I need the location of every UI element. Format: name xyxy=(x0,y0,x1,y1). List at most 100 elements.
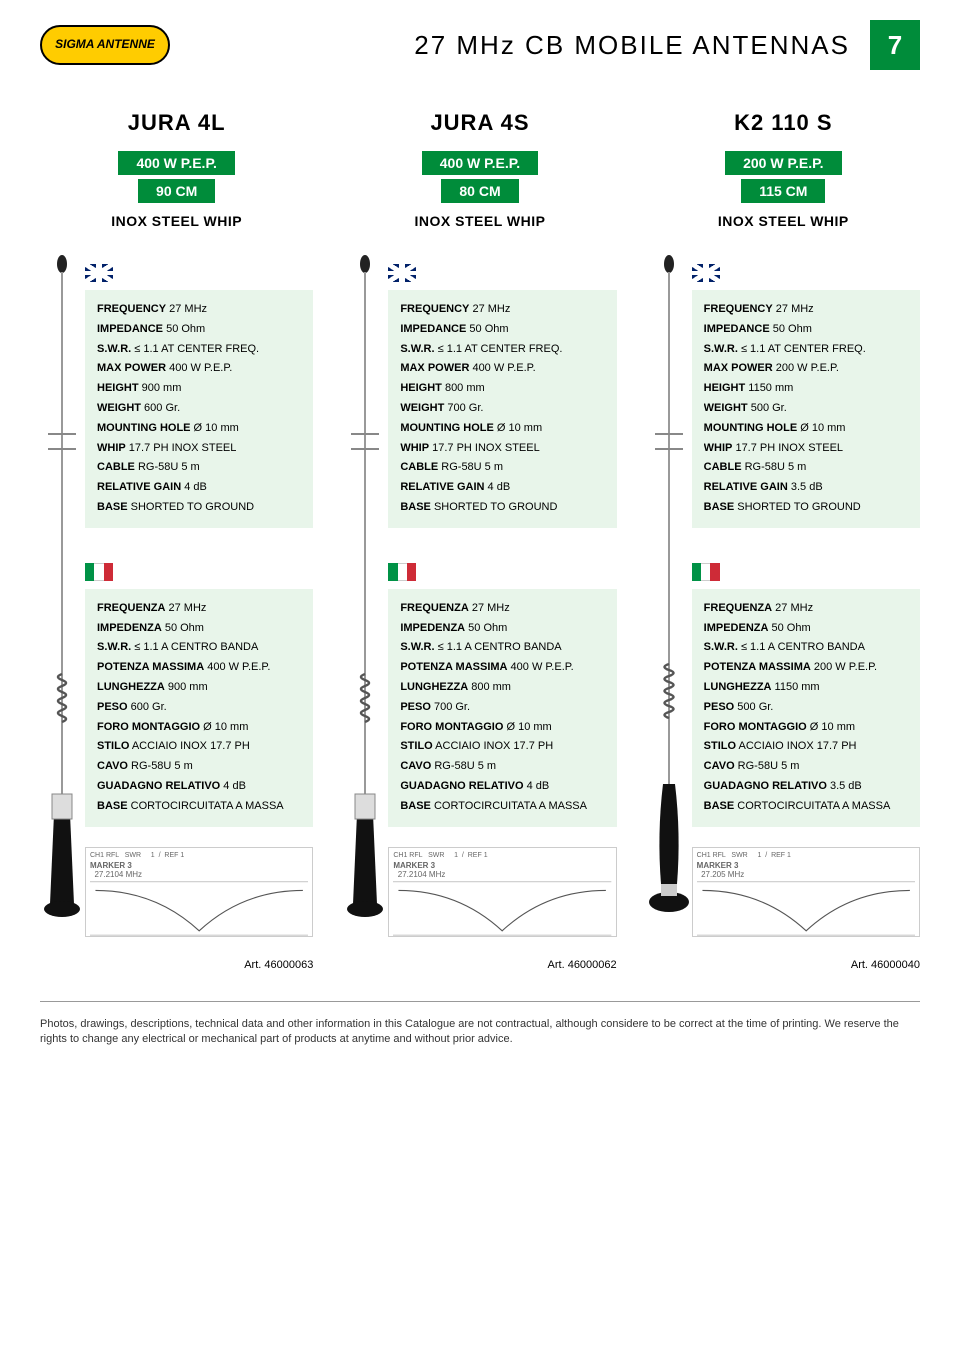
article-code: Art. 46000063 xyxy=(40,959,313,971)
spec-row: HEIGHT 800 mm xyxy=(400,379,604,399)
catalogue-page: SIGMA ANTENNE 27 MHz CB MOBILE ANTENNAS … xyxy=(0,0,960,1083)
product-column: K2 110 S 200 W P.E.P. 115 CM INOX STEEL WHI… xyxy=(647,110,920,971)
swr-chart: CH1 RFL SWR 1 / REF 1MARKER 3 27.205 MHz xyxy=(692,847,920,937)
spec-row: IMPEDANCE 50 Ohm xyxy=(97,320,301,340)
spec-box: FREQUENCY 27 MHzIMPEDANCE 50 OhmS.W.R. ≤… xyxy=(388,290,616,528)
footer-disclaimer: Photos, drawings, descriptions, technica… xyxy=(40,1001,920,1063)
page-header: SIGMA ANTENNE 27 MHz CB MOBILE ANTENNAS … xyxy=(40,20,920,70)
uk-flag-icon xyxy=(85,264,113,282)
spec-row: CABLE RG-58U 5 m xyxy=(97,458,301,478)
spec-row: FORO MONTAGGIO Ø 10 mm xyxy=(704,718,908,738)
spec-box: FREQUENCY 27 MHzIMPEDANCE 50 OhmS.W.R. ≤… xyxy=(692,290,920,528)
spec-row: MAX POWER 400 W P.E.P. xyxy=(97,359,301,379)
spec-row: MOUNTING HOLE Ø 10 mm xyxy=(400,419,604,439)
it-flag-icon xyxy=(85,563,113,581)
spec-row: HEIGHT 1150 mm xyxy=(704,379,908,399)
spec-row: CABLE RG-58U 5 m xyxy=(704,458,908,478)
power-badge: 200 W P.E.P. xyxy=(725,151,841,175)
article-code: Art. 46000040 xyxy=(647,959,920,971)
sigma-logo: SIGMA ANTENNE xyxy=(40,25,170,65)
spec-row: CAVO RG-58U 5 m xyxy=(97,757,301,777)
length-badge: 90 CM xyxy=(138,179,215,203)
spec-row: IMPEDENZA 50 Ohm xyxy=(400,619,604,639)
spec-row: IMPEDENZA 50 Ohm xyxy=(704,619,908,639)
spec-row: GUADAGNO RELATIVO 4 dB xyxy=(97,777,301,797)
product-columns: JURA 4L 400 W P.E.P. 90 CM INOX STEEL WHIP F… xyxy=(40,110,920,971)
spec-row: FORO MONTAGGIO Ø 10 mm xyxy=(400,718,604,738)
spec-row: STILO ACCIAIO INOX 17.7 PH xyxy=(400,737,604,757)
spec-row: S.W.R. ≤ 1.1 A CENTRO BANDA xyxy=(97,638,301,658)
spec-row: WHIP 17.7 PH INOX STEEL xyxy=(400,439,604,459)
spec-row: MOUNTING HOLE Ø 10 mm xyxy=(97,419,301,439)
spec-row: S.W.R. ≤ 1.1 A CENTRO BANDA xyxy=(704,638,908,658)
page-number: 7 xyxy=(870,20,920,70)
product-column: JURA 4L 400 W P.E.P. 90 CM INOX STEEL WHIP F… xyxy=(40,110,313,971)
spec-row: FREQUENCY 27 MHz xyxy=(400,300,604,320)
antenna-illustration xyxy=(40,254,85,934)
product-column: JURA 4S 400 W P.E.P. 80 CM INOX STEEL WHIP F… xyxy=(343,110,616,971)
spec-box: FREQUENZA 27 MHzIMPEDENZA 50 OhmS.W.R. ≤… xyxy=(85,589,313,827)
spec-row: IMPEDENZA 50 Ohm xyxy=(97,619,301,639)
spec-box: FREQUENZA 27 MHzIMPEDENZA 50 OhmS.W.R. ≤… xyxy=(388,589,616,827)
length-badge: 115 CM xyxy=(741,179,825,203)
swr-chart: CH1 RFL SWR 1 / REF 1MARKER 3 27.2104 MH… xyxy=(85,847,313,937)
spec-row: STILO ACCIAIO INOX 17.7 PH xyxy=(704,737,908,757)
spec-row: BASE SHORTED TO GROUND xyxy=(400,498,604,518)
spec-row: GUADAGNO RELATIVO 3.5 dB xyxy=(704,777,908,797)
spec-row: LUNGHEZZA 800 mm xyxy=(400,678,604,698)
spec-row: MAX POWER 400 W P.E.P. xyxy=(400,359,604,379)
model-name: JURA 4L xyxy=(128,110,226,136)
spec-row: WHIP 17.7 PH INOX STEEL xyxy=(97,439,301,459)
spec-row: FREQUENZA 27 MHz xyxy=(704,599,908,619)
spec-row: S.W.R. ≤ 1.1 AT CENTER FREQ. xyxy=(704,340,908,360)
whip-subtitle: INOX STEEL WHIP xyxy=(718,213,849,229)
spec-row: S.W.R. ≤ 1.1 AT CENTER FREQ. xyxy=(97,340,301,360)
spec-row: WEIGHT 500 Gr. xyxy=(704,399,908,419)
spec-row: BASE CORTOCIRCUITATA A MASSA xyxy=(400,797,604,817)
spec-row: LUNGHEZZA 1150 mm xyxy=(704,678,908,698)
spec-box: FREQUENCY 27 MHzIMPEDANCE 50 OhmS.W.R. ≤… xyxy=(85,290,313,528)
it-flag-icon xyxy=(692,563,720,581)
spec-row: BASE SHORTED TO GROUND xyxy=(97,498,301,518)
spec-row: POTENZA MASSIMA 400 W P.E.P. xyxy=(97,658,301,678)
spec-row: S.W.R. ≤ 1.1 AT CENTER FREQ. xyxy=(400,340,604,360)
spec-row: LUNGHEZZA 900 mm xyxy=(97,678,301,698)
power-badge: 400 W P.E.P. xyxy=(118,151,234,175)
spec-row: POTENZA MASSIMA 400 W P.E.P. xyxy=(400,658,604,678)
whip-subtitle: INOX STEEL WHIP xyxy=(415,213,546,229)
spec-row: RELATIVE GAIN 4 dB xyxy=(400,478,604,498)
spec-row: HEIGHT 900 mm xyxy=(97,379,301,399)
spec-row: IMPEDANCE 50 Ohm xyxy=(400,320,604,340)
model-name: JURA 4S xyxy=(430,110,529,136)
page-title: 27 MHz CB MOBILE ANTENNAS xyxy=(170,30,870,61)
spec-row: MAX POWER 200 W P.E.P. xyxy=(704,359,908,379)
spec-row: BASE CORTOCIRCUITATA A MASSA xyxy=(704,797,908,817)
model-name: K2 110 S xyxy=(734,110,833,136)
uk-flag-icon xyxy=(388,264,416,282)
spec-row: CAVO RG-58U 5 m xyxy=(704,757,908,777)
spec-row: STILO ACCIAIO INOX 17.7 PH xyxy=(97,737,301,757)
spec-row: WEIGHT 700 Gr. xyxy=(400,399,604,419)
spec-row: WEIGHT 600 Gr. xyxy=(97,399,301,419)
power-badge: 400 W P.E.P. xyxy=(422,151,538,175)
spec-row: RELATIVE GAIN 4 dB xyxy=(97,478,301,498)
spec-row: PESO 700 Gr. xyxy=(400,698,604,718)
article-code: Art. 46000062 xyxy=(343,959,616,971)
antenna-illustration xyxy=(647,254,692,934)
spec-row: S.W.R. ≤ 1.1 A CENTRO BANDA xyxy=(400,638,604,658)
it-flag-icon xyxy=(388,563,416,581)
whip-subtitle: INOX STEEL WHIP xyxy=(111,213,242,229)
spec-row: PESO 500 Gr. xyxy=(704,698,908,718)
spec-row: FREQUENZA 27 MHz xyxy=(97,599,301,619)
spec-row: FREQUENZA 27 MHz xyxy=(400,599,604,619)
spec-row: FREQUENCY 27 MHz xyxy=(704,300,908,320)
spec-row: BASE CORTOCIRCUITATA A MASSA xyxy=(97,797,301,817)
spec-row: BASE SHORTED TO GROUND xyxy=(704,498,908,518)
length-badge: 80 CM xyxy=(441,179,518,203)
spec-row: CAVO RG-58U 5 m xyxy=(400,757,604,777)
spec-row: FORO MONTAGGIO Ø 10 mm xyxy=(97,718,301,738)
spec-row: MOUNTING HOLE Ø 10 mm xyxy=(704,419,908,439)
spec-row: PESO 600 Gr. xyxy=(97,698,301,718)
spec-row: FREQUENCY 27 MHz xyxy=(97,300,301,320)
uk-flag-icon xyxy=(692,264,720,282)
